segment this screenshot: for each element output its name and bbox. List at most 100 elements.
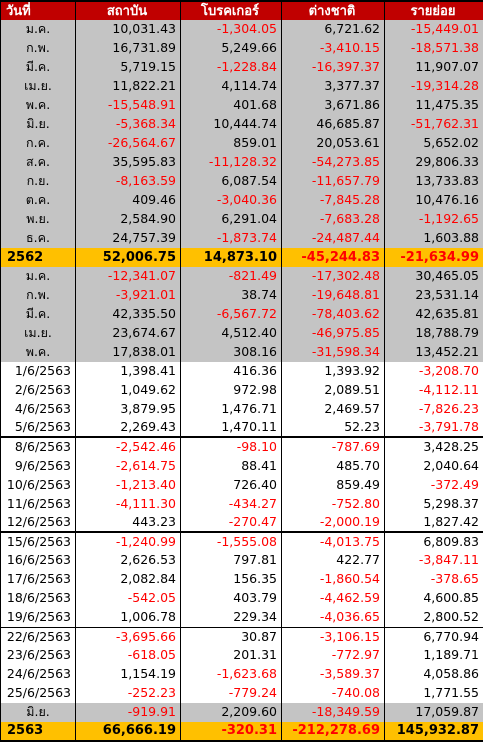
cell-broker: 30.87 [180, 626, 282, 647]
cell-foreign: 6,721.62 [281, 20, 385, 40]
cell-broker: 401.68 [180, 95, 282, 115]
cell-foreign: -7,683.28 [281, 209, 385, 229]
cell-institution: 2,269.43 [75, 418, 181, 438]
cell-retail: 13,452.21 [384, 342, 483, 362]
cell-retail: 6,809.83 [384, 531, 483, 552]
day-row: 12/6/2563 443.23 -270.47 -2,000.19 1,827.42 [0, 513, 483, 533]
header-row: วันที่ สถาบัน โบรคเกอร์ ต่างชาติ รายย่อย [0, 1, 483, 21]
total-row: 2563 66,666.19 -320.31 -212,278.69 145,932.8… [0, 721, 483, 741]
cell-retail: -378.65 [384, 570, 483, 590]
cell-foreign: 859.49 [281, 475, 385, 495]
cell-broker: -434.27 [180, 494, 282, 514]
cell-retail: 6,770.94 [384, 626, 483, 647]
cell-broker: -821.49 [180, 266, 282, 286]
cell-institution: -618.05 [75, 646, 181, 665]
cell-institution: 17,838.01 [75, 342, 181, 362]
month-row: เม.ย. 11,822.21 4,114.74 3,377.37 -19,314.28 [0, 76, 483, 96]
row-label: 1/6/2563 [0, 361, 76, 381]
cell-foreign: -54,273.85 [281, 152, 385, 172]
row-label: มิ.ย. [0, 114, 76, 134]
day-row: 24/6/2563 1,154.19 -1,623.68 -3,589.37 4,058… [0, 665, 483, 684]
cell-institution: 10,031.43 [75, 20, 181, 40]
day-row: 8/6/2563 -2,542.46 -98.10 -787.69 3,428.25 [0, 436, 483, 457]
cell-broker: 38.74 [180, 285, 282, 305]
cell-foreign: -4,462.59 [281, 589, 385, 609]
day-row: 11/6/2563 -4,111.30 -434.27 -752.80 5,298.37 [0, 494, 483, 514]
day-row: 25/6/2563 -252.23 -779.24 -740.08 1,771.55 [0, 683, 483, 703]
cell-institution: 1,049.62 [75, 380, 181, 400]
cell-institution: 3,879.95 [75, 399, 181, 419]
cell-foreign: 3,377.37 [281, 76, 385, 96]
month-row: ต.ค. 409.46 -3,040.36 -7,845.28 10,476.16 [0, 190, 483, 210]
cell-broker: -320.31 [180, 721, 282, 741]
cell-retail: 1,771.55 [384, 683, 483, 703]
cell-foreign: 1,393.92 [281, 361, 385, 381]
cell-broker: 88.41 [180, 456, 282, 476]
cell-broker: 156.35 [180, 570, 282, 590]
cell-foreign: -4,013.75 [281, 531, 385, 552]
cell-institution: 16,731.89 [75, 39, 181, 58]
cell-retail: 10,476.16 [384, 190, 483, 210]
cell-institution: 409.46 [75, 190, 181, 210]
total-row: 2562 52,006.75 14,873.10 -45,244.83 -21,634.… [0, 247, 483, 267]
day-row: 2/6/2563 1,049.62 972.98 2,089.51 -4,112.11 [0, 380, 483, 400]
header-date: วันที่ [0, 1, 76, 21]
cell-institution: 23,674.67 [75, 323, 181, 343]
cell-retail: 5,298.37 [384, 494, 483, 514]
cell-broker: 797.81 [180, 551, 282, 571]
cell-broker: 201.31 [180, 646, 282, 665]
row-label: 17/6/2563 [0, 570, 76, 590]
row-label: 18/6/2563 [0, 589, 76, 609]
row-label: ม.ค. [0, 20, 76, 40]
cell-foreign: -752.80 [281, 494, 385, 514]
cell-foreign: -1,860.54 [281, 570, 385, 590]
row-label: 10/6/2563 [0, 475, 76, 495]
cell-institution: 2,626.53 [75, 551, 181, 571]
row-label: เม.ย. [0, 76, 76, 96]
day-row: 19/6/2563 1,006.78 229.34 -4,036.65 2,800.52 [0, 608, 483, 628]
cell-institution: 42,335.50 [75, 304, 181, 324]
cell-foreign: -18,349.59 [281, 702, 385, 722]
cell-retail: -4,112.11 [384, 380, 483, 400]
cell-broker: -1,555.08 [180, 531, 282, 552]
cell-foreign: 2,469.57 [281, 399, 385, 419]
cell-broker: -1,873.74 [180, 228, 282, 248]
cell-broker: 1,476.71 [180, 399, 282, 419]
cell-broker: -1,623.68 [180, 665, 282, 684]
cell-foreign: -772.97 [281, 646, 385, 665]
cell-retail: -372.49 [384, 475, 483, 495]
cell-foreign: -4,036.65 [281, 608, 385, 628]
row-label: ธ.ค. [0, 228, 76, 248]
cell-institution: 1,398.41 [75, 361, 181, 381]
header-broker: โบรคเกอร์ [180, 1, 282, 21]
cell-broker: 308.16 [180, 342, 282, 362]
cell-institution: -542.05 [75, 589, 181, 609]
day-row: 15/6/2563 -1,240.99 -1,555.08 -4,013.75 6,80… [0, 531, 483, 552]
cell-broker: 972.98 [180, 380, 282, 400]
cell-retail: 11,475.35 [384, 95, 483, 115]
cell-foreign: -3,589.37 [281, 665, 385, 684]
cell-foreign: -46,975.85 [281, 323, 385, 343]
cell-broker: -6,567.72 [180, 304, 282, 324]
row-label: มี.ค. [0, 304, 76, 324]
cell-institution: 5,719.15 [75, 58, 181, 77]
day-row: 16/6/2563 2,626.53 797.81 422.77 -3,847.11 [0, 551, 483, 571]
cell-broker: -779.24 [180, 683, 282, 703]
cell-foreign: 52.23 [281, 418, 385, 438]
cell-foreign: -16,397.37 [281, 58, 385, 77]
cell-broker: -1,304.05 [180, 20, 282, 40]
cell-retail: -18,571.38 [384, 39, 483, 58]
row-label: 23/6/2563 [0, 646, 76, 665]
cell-foreign: -740.08 [281, 683, 385, 703]
row-label: 4/6/2563 [0, 399, 76, 419]
cell-foreign: -45,244.83 [281, 247, 385, 267]
row-label: 16/6/2563 [0, 551, 76, 571]
day-row: 23/6/2563 -618.05 201.31 -772.97 1,189.71 [0, 646, 483, 665]
cell-broker: -98.10 [180, 436, 282, 457]
cell-foreign: 422.77 [281, 551, 385, 571]
cell-foreign: -212,278.69 [281, 721, 385, 741]
cell-retail: -15,449.01 [384, 20, 483, 40]
cell-retail: -3,208.70 [384, 361, 483, 381]
